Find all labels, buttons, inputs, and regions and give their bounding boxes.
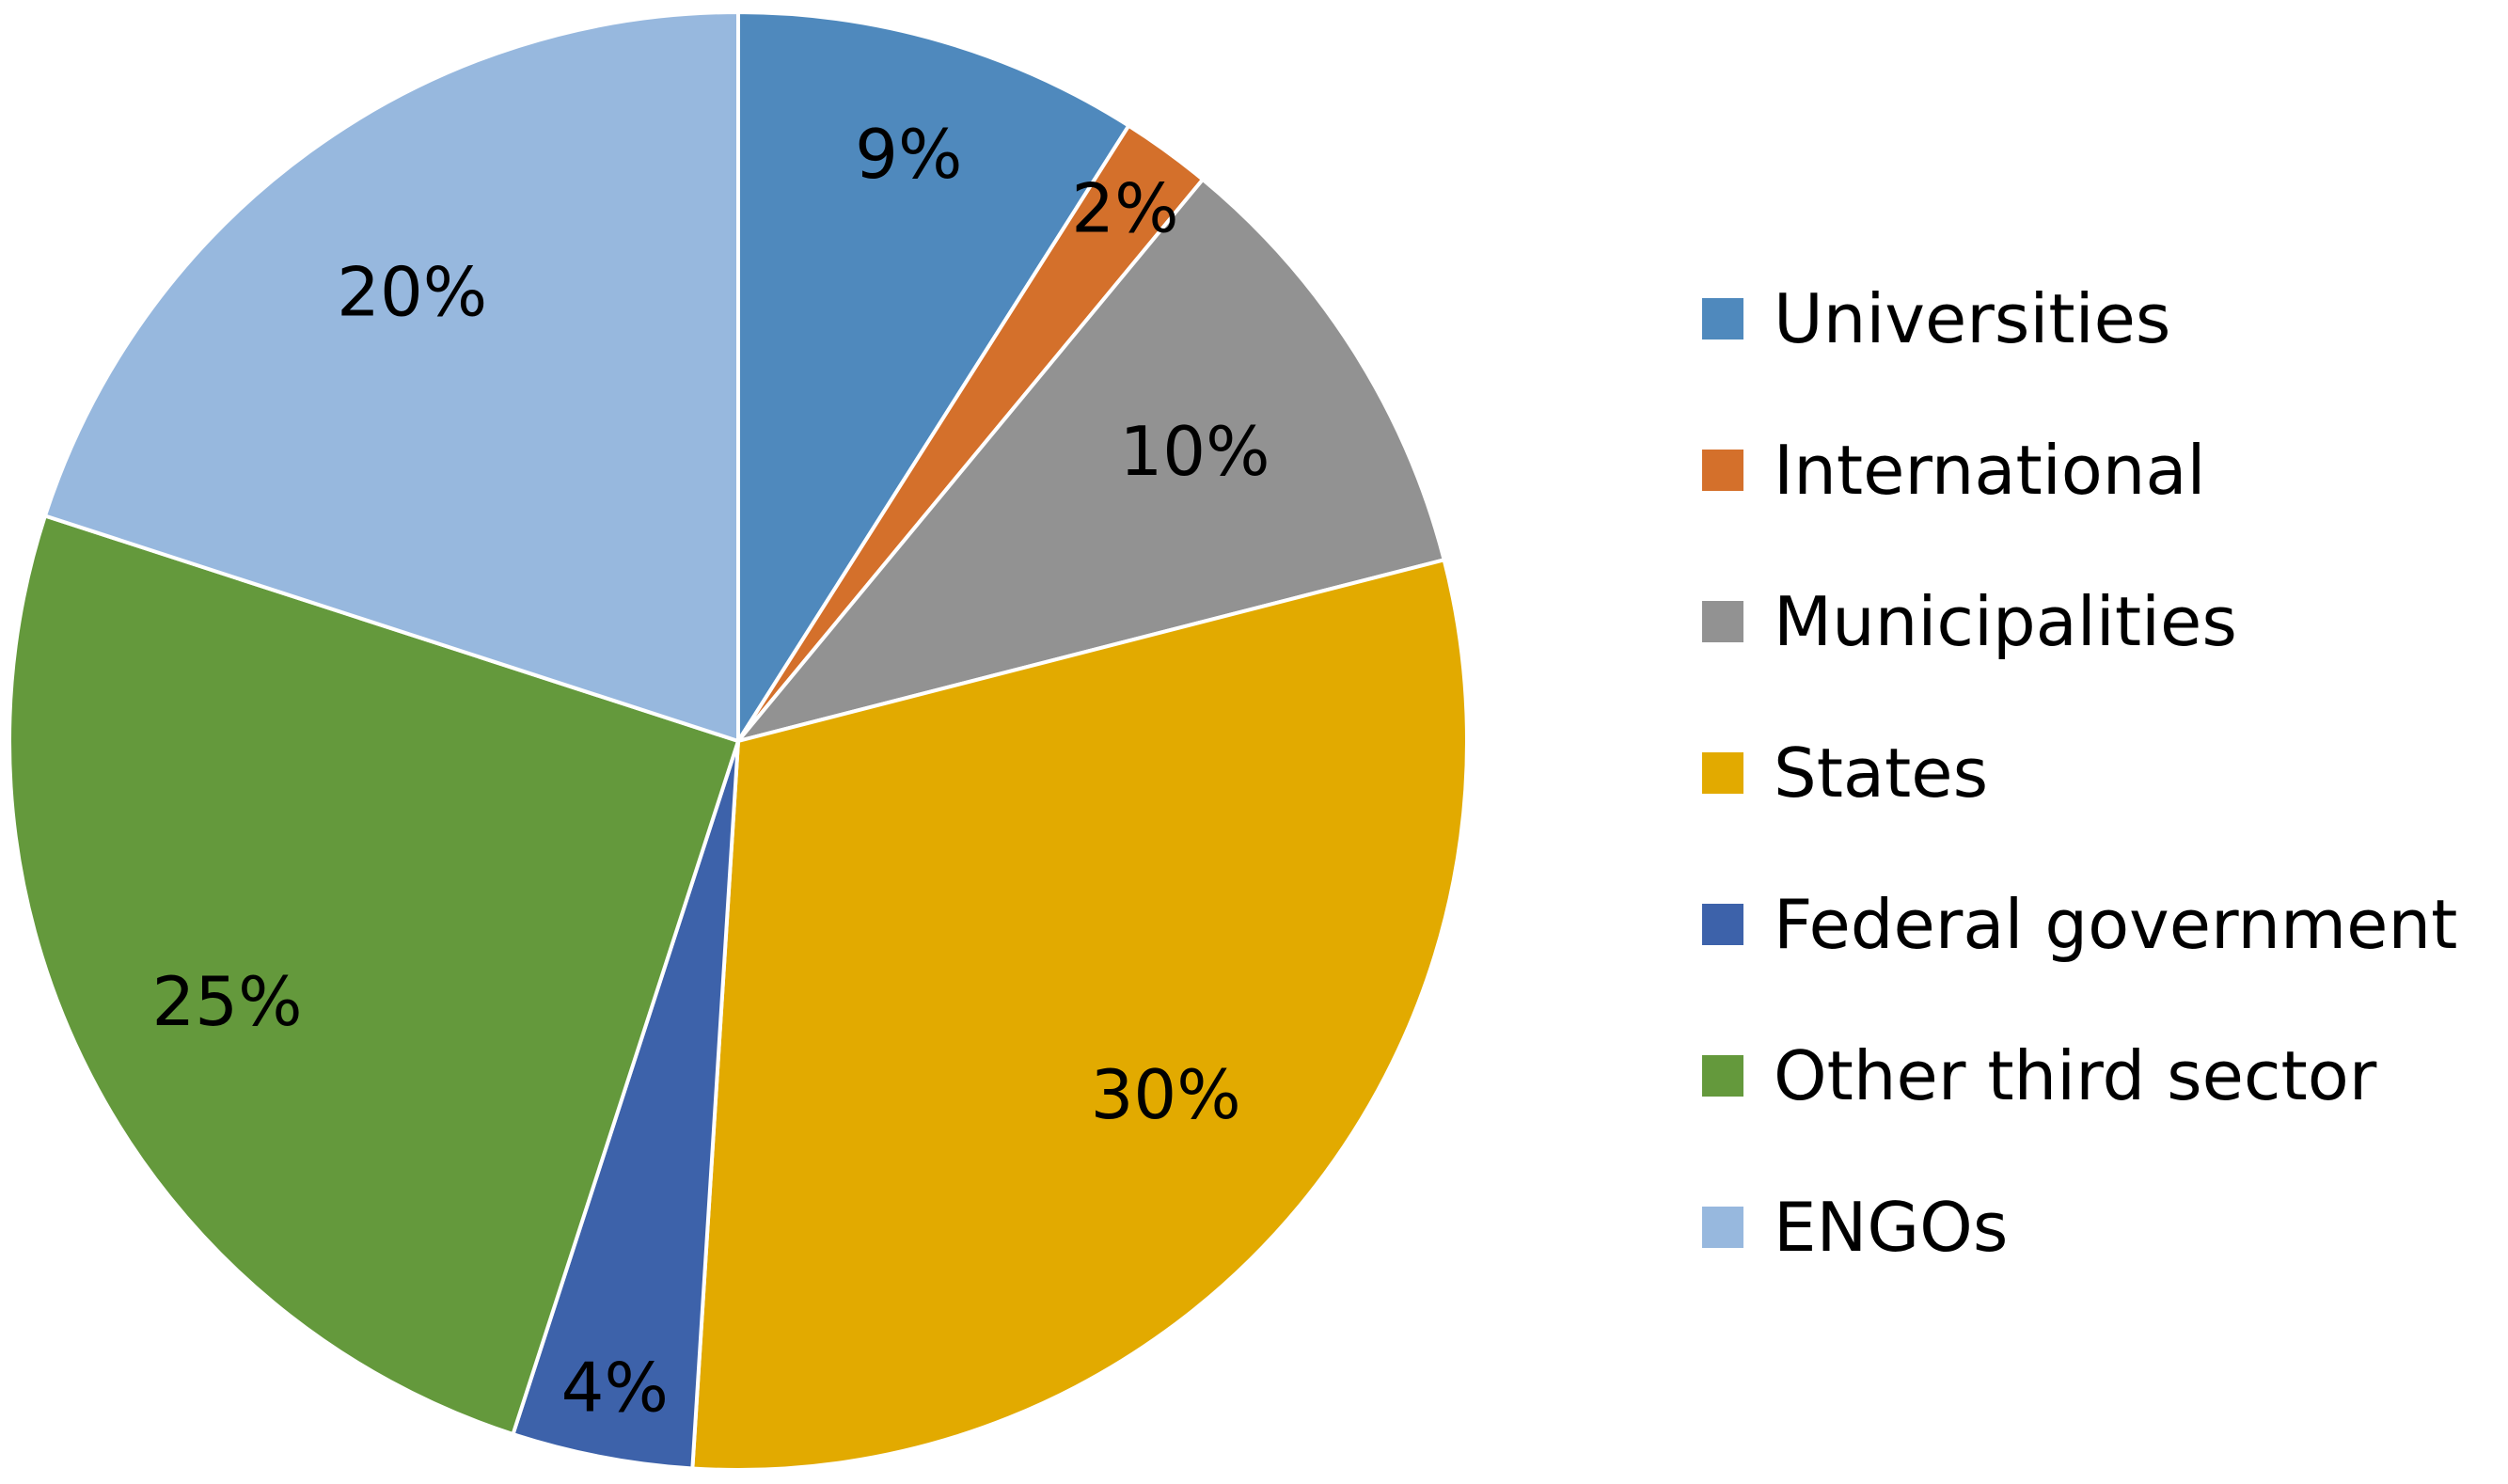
legend-item-federal-government: Federal government <box>1702 848 2492 1000</box>
legend-item-international: International <box>1702 394 2492 545</box>
pie-slice-universities <box>736 10 1131 743</box>
legend-swatch-universities <box>1702 297 1743 339</box>
legend-swatch-states <box>1702 751 1743 794</box>
legend-swatch-engos <box>1702 1206 1743 1248</box>
slice-label-other-third-sector: 25% <box>151 962 302 1041</box>
legend-label-states: States <box>1774 733 1989 813</box>
slice-label-universities: 9% <box>855 115 962 194</box>
slice-label-federal-government: 4% <box>561 1349 669 1428</box>
slices-layer <box>8 10 1469 1472</box>
legend-swatch-international <box>1702 449 1743 491</box>
pie-slice-municipalities <box>736 177 1446 743</box>
slice-label-international: 2% <box>1071 169 1178 248</box>
legend-item-engos: ENGOs <box>1702 1151 2492 1302</box>
legend-item-municipalities: Municipalities <box>1702 545 2492 697</box>
legend-swatch-municipalities <box>1702 600 1743 642</box>
pie-slice-other-third-sector <box>8 513 740 1437</box>
legend-label-engos: ENGOs <box>1774 1187 2009 1267</box>
legend: Universities International Municipalitie… <box>1702 243 2492 1302</box>
legend-label-other-third-sector: Other third sector <box>1774 1035 2377 1115</box>
slice-label-engos: 20% <box>337 253 487 332</box>
legend-item-universities: Universities <box>1702 243 2492 394</box>
legend-label-universities: Universities <box>1774 278 2171 358</box>
legend-label-international: International <box>1774 430 2206 510</box>
slice-label-municipalities: 10% <box>1119 412 1270 491</box>
legend-label-municipalities: Municipalities <box>1774 581 2237 661</box>
legend-label-federal-government: Federal government <box>1774 884 2458 964</box>
pie-slice-engos <box>42 10 740 743</box>
slice-label-states: 30% <box>1091 1055 1241 1134</box>
legend-swatch-other-third-sector <box>1702 1054 1743 1097</box>
legend-item-states: States <box>1702 697 2492 848</box>
legend-swatch-federal-government <box>1702 903 1743 945</box>
slice-labels-layer: 9% 2% 10% 30% 4% 25% 20% <box>151 115 1270 1428</box>
legend-item-other-third-sector: Other third sector <box>1702 1000 2492 1151</box>
pie-slice-states <box>690 558 1469 1472</box>
pie-slice-federal-government <box>511 739 740 1471</box>
